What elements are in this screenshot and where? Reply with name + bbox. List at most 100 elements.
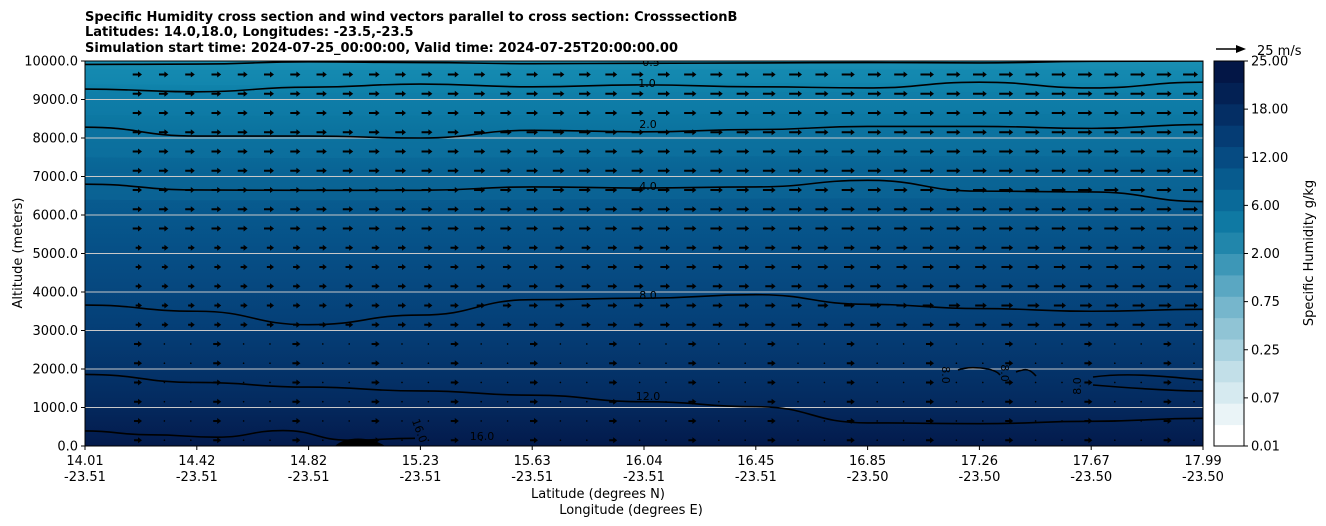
wind-vector — [1185, 283, 1198, 290]
wind-vector — [424, 244, 433, 251]
wind-vector — [395, 109, 406, 116]
wind-vector — [530, 360, 538, 367]
wind-vector — [926, 417, 934, 424]
wind-vector — [867, 206, 882, 213]
wind-vector — [1130, 109, 1146, 116]
wind-vector — [579, 90, 591, 97]
quiver-key-label: 25 m/s — [1257, 44, 1302, 59]
wind-vector — [841, 129, 855, 136]
wind-vector — [1183, 90, 1198, 97]
wind-vector — [348, 362, 351, 365]
wind-vector — [876, 439, 878, 442]
wind-vector — [765, 283, 776, 290]
wind-vector — [1185, 302, 1198, 309]
wind-vector — [686, 263, 697, 270]
wind-vector — [744, 420, 746, 422]
wind-vector — [1025, 225, 1040, 232]
wind-vector — [552, 225, 565, 232]
wind-vector — [1005, 340, 1014, 347]
wind-vector — [345, 263, 354, 270]
colorbar-segment — [1214, 403, 1244, 426]
x-tick-label-longitude: -23.51 — [623, 470, 665, 485]
wind-vector — [1130, 167, 1146, 174]
wind-vector — [1132, 283, 1146, 290]
wind-vector — [686, 244, 697, 251]
wind-vector — [185, 148, 195, 155]
wind-vector — [214, 244, 222, 251]
wind-vector — [1053, 321, 1066, 328]
wind-vector — [1104, 129, 1119, 136]
wind-vector — [214, 321, 222, 328]
wind-vector — [579, 186, 591, 193]
wind-vector — [213, 340, 222, 347]
wind-vector — [529, 302, 538, 309]
wind-vector — [744, 362, 746, 365]
wind-vector — [846, 360, 855, 367]
wind-vector — [688, 340, 697, 347]
wind-vector — [718, 439, 720, 442]
wind-vector — [797, 420, 799, 422]
wind-vector — [1185, 263, 1198, 270]
wind-vector — [450, 263, 459, 270]
wind-vector — [817, 321, 829, 328]
x-tick-label-longitude: -23.51 — [288, 470, 330, 485]
wind-vector — [369, 90, 380, 97]
wind-vector — [975, 263, 987, 270]
wind-vector — [1005, 417, 1014, 424]
wind-vector — [213, 417, 222, 424]
wind-vector — [841, 148, 855, 155]
wind-vector — [158, 148, 169, 155]
wind-vector — [213, 437, 222, 444]
wind-vector — [555, 283, 565, 290]
wind-vector — [975, 244, 987, 251]
wind-vector — [1061, 362, 1063, 365]
wind-vector — [876, 343, 878, 345]
wind-vector — [739, 302, 750, 309]
wind-vector — [269, 439, 271, 442]
wind-vector — [791, 302, 802, 309]
wind-vector — [955, 439, 958, 442]
wind-vector — [559, 439, 562, 442]
colorbar-tick-label: 2.00 — [1251, 247, 1280, 262]
x-tick-label-latitude: 15.63 — [514, 454, 551, 469]
wind-vector — [765, 321, 776, 328]
wind-vector — [894, 129, 908, 136]
x-tick-label-latitude: 14.42 — [178, 454, 215, 469]
contour-line — [85, 61, 1203, 66]
colorbar-tick-label: 0.75 — [1251, 295, 1280, 310]
wind-vector — [657, 109, 670, 116]
wind-vector — [1078, 129, 1093, 136]
wind-vector — [712, 321, 723, 328]
wind-vector — [767, 379, 776, 386]
wind-vector — [474, 148, 486, 155]
wind-vector — [999, 109, 1014, 116]
wind-vector — [718, 362, 720, 365]
wind-vector — [319, 263, 327, 270]
x-tick-label-latitude: 17.67 — [1073, 454, 1110, 469]
wind-vector — [480, 420, 483, 422]
wind-vector — [972, 109, 987, 116]
wind-vector — [500, 225, 512, 232]
colorbar-segment — [1214, 274, 1244, 297]
wind-vector — [739, 263, 750, 270]
wind-vector — [395, 129, 406, 136]
wind-vector — [846, 437, 855, 444]
y-tick-label: 4000.0 — [33, 286, 79, 301]
wind-vector — [401, 343, 403, 345]
wind-vector — [736, 167, 750, 174]
wind-vector — [552, 71, 565, 78]
wind-vector — [972, 90, 987, 97]
wind-vector — [922, 321, 934, 328]
wind-vector — [552, 90, 565, 97]
wind-vector — [605, 225, 618, 232]
wind-vector — [1061, 343, 1063, 345]
wind-vector — [161, 283, 169, 290]
wind-vector — [290, 206, 301, 213]
wind-vector — [292, 417, 301, 424]
wind-vector — [134, 379, 142, 386]
wind-vector — [846, 340, 855, 347]
wind-vector — [955, 362, 958, 365]
wind-vector — [530, 379, 538, 386]
wind-vector — [605, 71, 618, 78]
wind-vector — [1034, 439, 1037, 442]
